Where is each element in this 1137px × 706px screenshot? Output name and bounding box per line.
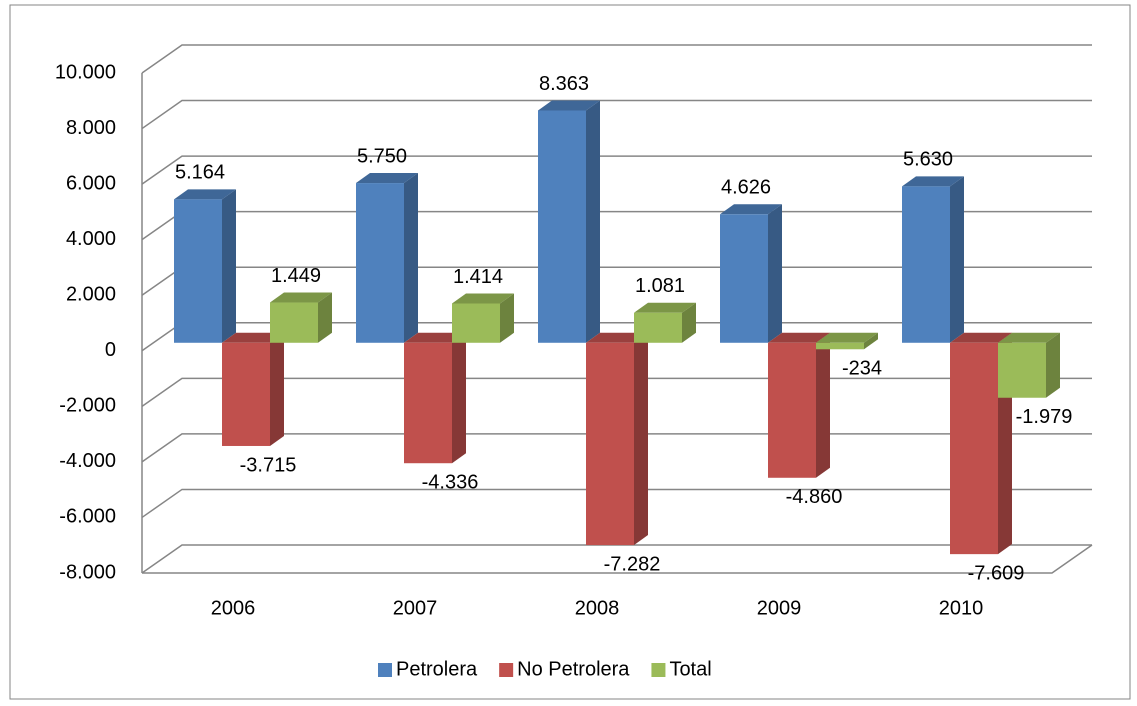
bar	[950, 342, 998, 555]
x-tick-label: 2010	[939, 597, 984, 619]
legend-swatch	[651, 663, 666, 677]
y-tick-label: -4.000	[59, 450, 116, 472]
y-tick-label: 10.000	[55, 61, 116, 83]
y-tick-label: 0	[105, 339, 116, 361]
grid-line	[141, 155, 1092, 185]
bar-side	[682, 302, 696, 343]
bar-top	[222, 332, 284, 343]
legend-label: No Petrolera	[517, 658, 630, 680]
bar-side	[768, 204, 782, 343]
x-tick-label: 2009	[757, 597, 802, 619]
x-tick-label: 2006	[211, 597, 256, 619]
bar-side	[452, 332, 466, 464]
legend-swatch	[499, 663, 514, 677]
bar-top	[768, 332, 830, 343]
data-label: -3.715	[240, 454, 297, 476]
bar	[768, 342, 816, 478]
bar-top	[538, 100, 600, 111]
data-label: 5.630	[903, 149, 953, 171]
bar	[270, 302, 318, 343]
bar-top	[634, 302, 696, 313]
data-label: -1.979	[1016, 406, 1073, 428]
bar-top	[174, 189, 236, 200]
bar	[538, 110, 586, 343]
data-label: 1.449	[271, 265, 321, 287]
data-label: 4.626	[721, 177, 771, 199]
legend-label: Total	[669, 658, 711, 680]
bar-top	[586, 332, 648, 343]
bar-side	[864, 332, 878, 350]
data-label: -7.609	[968, 562, 1025, 584]
bar-side	[816, 332, 830, 478]
bar	[586, 342, 634, 546]
data-label: 8.363	[539, 73, 589, 95]
bar	[404, 342, 452, 464]
y-tick-label: 4.000	[66, 228, 116, 250]
bar	[452, 303, 500, 343]
bar-side	[586, 100, 600, 343]
floor	[142, 544, 1093, 574]
bar-top	[902, 176, 964, 187]
grid-line	[141, 99, 1092, 130]
y-tick-label: 6.000	[66, 172, 116, 194]
bar-top	[270, 292, 332, 303]
x-tick-label: 2008	[575, 597, 620, 619]
data-label: 5.750	[357, 145, 407, 167]
bar	[902, 186, 950, 343]
grid-line	[141, 44, 1092, 74]
bar-top	[452, 293, 514, 304]
bar-top	[720, 204, 782, 215]
y-tick-label: -6.000	[59, 506, 116, 528]
bar-side	[318, 292, 332, 343]
data-label: 1.414	[453, 266, 503, 288]
bar-top	[816, 332, 878, 343]
bar-top	[950, 332, 1012, 343]
bar-side	[500, 293, 514, 343]
bar-top	[998, 332, 1060, 343]
y-tick-label: 8.000	[66, 117, 116, 139]
bar-side	[222, 189, 236, 343]
bar-side	[270, 332, 284, 446]
y-tick-label: -2.000	[59, 395, 116, 417]
bar-side	[634, 332, 648, 546]
bar	[356, 183, 404, 343]
bar-top	[356, 173, 418, 184]
bar	[634, 312, 682, 343]
bar	[816, 342, 864, 350]
y-tick-label: -8.000	[59, 561, 116, 583]
bar	[222, 342, 270, 446]
data-label: -4.860	[786, 486, 843, 508]
data-label: 5.164	[175, 162, 225, 184]
bar	[720, 214, 768, 343]
data-label: -4.336	[422, 472, 479, 494]
bar-side	[950, 176, 964, 343]
y-tick-label: 2.000	[66, 284, 116, 306]
legend-swatch	[378, 663, 392, 677]
bar-side	[404, 173, 418, 343]
legend-label: Petrolera	[396, 658, 478, 680]
data-label: -7.282	[604, 553, 661, 575]
grid-line	[141, 544, 1092, 574]
bar	[174, 199, 222, 343]
grid-line	[141, 488, 1092, 519]
data-label: -234	[842, 358, 882, 380]
data-label: 1.081	[635, 275, 685, 297]
bar-side	[1046, 332, 1060, 398]
bar	[998, 342, 1046, 398]
x-tick-label: 2007	[393, 597, 438, 619]
bar-top	[404, 332, 466, 343]
